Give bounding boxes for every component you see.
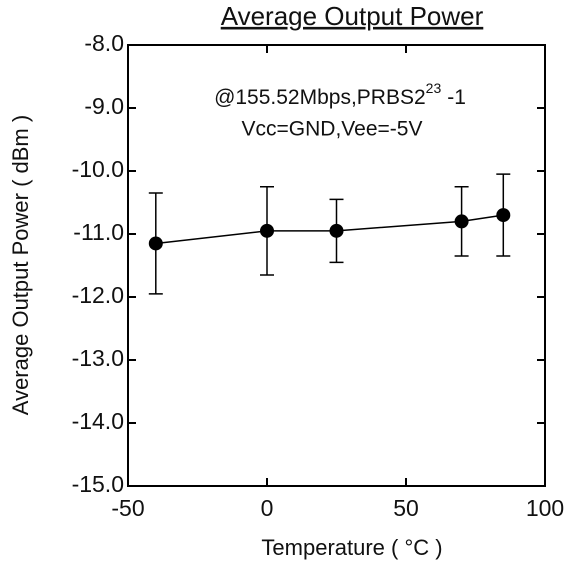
point [454,214,469,229]
x-tick-label: -50 [111,495,144,521]
annotation-text: -1 [447,86,466,109]
chart-title: Average Output Power [221,1,484,31]
x-tick-label: 50 [393,495,419,521]
y-tick-label: -13.0 [72,345,124,371]
y-tick-label: -9.0 [84,93,124,119]
y-tick-label: -12.0 [72,282,124,308]
y-tick-label: -14.0 [72,408,124,434]
y-axis-label: Average Output Power ( dBm ) [8,115,33,415]
point [329,223,344,238]
x-tick-label: 100 [526,495,564,521]
point [148,236,163,251]
annotation-text: @155.52Mbps,PRBS2 [214,86,426,109]
point [496,208,511,223]
point [260,223,274,238]
x-axis-label: Temperature ( °C ) [261,535,442,560]
plot-frame [127,44,546,487]
y-tick-label: -11.0 [73,219,124,245]
annotation: @155.52Mbps,PRBS223 -1 [214,80,466,109]
x-tick-label: 0 [261,495,274,521]
annotation-sup: 23 [426,80,442,96]
line [155,214,504,245]
y-tick-label: -8.0 [84,30,124,56]
y-tick-label: -10.0 [72,156,124,182]
y-tick-label: -15.0 [72,471,124,497]
annotation: Vcc=GND,Vee=-5V [242,118,423,141]
